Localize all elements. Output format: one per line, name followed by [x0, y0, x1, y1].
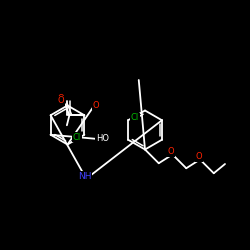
Text: NH: NH [78, 172, 92, 181]
Text: O: O [168, 147, 174, 156]
Text: O: O [58, 96, 64, 106]
Text: O: O [93, 100, 100, 110]
Text: O: O [196, 152, 202, 161]
Text: HO: HO [96, 134, 109, 143]
Text: Cl: Cl [73, 133, 81, 142]
Text: Cl: Cl [131, 113, 139, 122]
Text: O: O [58, 94, 64, 103]
